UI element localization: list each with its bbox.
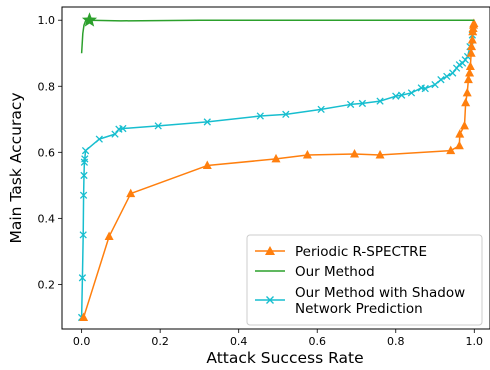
data-point — [461, 97, 471, 107]
legend-label-periodic-rspectre: Periodic R-SPECTRE — [295, 244, 427, 260]
data-point — [392, 92, 400, 100]
data-point — [346, 100, 355, 109]
data-point — [350, 148, 360, 158]
data-point — [376, 97, 384, 105]
legend-label-our-method: Our Method — [295, 264, 375, 280]
legend-entry-our-method: Our Method — [255, 264, 375, 280]
data-point — [126, 188, 136, 198]
data-point — [154, 122, 162, 130]
data-point — [358, 99, 367, 108]
data-point — [467, 41, 477, 51]
y-tick-label: 0.6 — [38, 146, 56, 159]
legend-triangle-marker — [265, 246, 275, 255]
data-point — [256, 112, 264, 120]
x-tick-label: 1.0 — [466, 335, 484, 348]
data-point — [463, 74, 473, 84]
axes-frame — [61, 6, 490, 330]
legend-entry-periodic-rspectre: Periodic R-SPECTRE — [255, 244, 427, 260]
series-our-method-with-shadow-network-prediction — [77, 31, 476, 322]
data-point — [202, 160, 212, 170]
data-point — [469, 18, 479, 28]
x-tick-label: 0.8 — [387, 335, 405, 348]
legend-frame — [246, 234, 483, 326]
series-our-method — [80, 12, 475, 54]
data-point — [375, 149, 385, 159]
x-tick-label: 0.6 — [308, 335, 326, 348]
data-point — [437, 75, 445, 84]
data-point — [431, 80, 439, 89]
data-point — [81, 147, 90, 155]
y-tick-label: 0.4 — [38, 212, 56, 225]
data-point — [79, 191, 88, 199]
data-point — [104, 231, 114, 241]
data-point — [79, 312, 89, 321]
data-point — [203, 118, 211, 126]
data-point — [466, 48, 476, 57]
plot-area — [77, 12, 479, 322]
data-point — [79, 231, 87, 239]
legend-label-shadow-line1: Our Method with Shadow — [295, 285, 465, 301]
x-tick-label: 0.4 — [230, 335, 248, 348]
data-point — [80, 171, 88, 180]
data-point — [461, 56, 469, 64]
data-point — [119, 124, 127, 133]
data-point — [459, 120, 469, 130]
data-point — [78, 274, 87, 282]
y-tick-label: 1.0 — [38, 14, 56, 27]
data-point — [271, 153, 281, 163]
data-point — [465, 61, 475, 70]
y-axis-label: Main Task Accuracy — [7, 92, 25, 243]
data-point — [446, 145, 456, 155]
series-periodic-r-spectre — [79, 18, 479, 321]
x-axis-label: Attack Success Rate — [206, 349, 363, 367]
data-point — [397, 91, 406, 99]
data-point — [302, 149, 312, 159]
y-tick-label: 0.8 — [38, 80, 56, 93]
data-point — [454, 140, 464, 150]
data-point — [467, 35, 477, 44]
data-point — [465, 68, 475, 77]
x-tick-label: 0.0 — [73, 335, 91, 348]
data-point — [449, 69, 457, 77]
legend-entry-shadow-network: Our Method with Shadow Network Predictio… — [255, 285, 465, 317]
data-point — [421, 84, 429, 93]
data-point — [407, 89, 416, 97]
legend: Periodic R-SPECTRE Our Method Our Method… — [246, 234, 483, 326]
data-point — [282, 110, 290, 118]
data-point — [81, 12, 98, 27]
legend-label-shadow-line2: Network Prediction — [295, 301, 423, 317]
data-point — [317, 105, 325, 114]
data-point — [95, 135, 103, 143]
data-point — [443, 72, 451, 81]
data-point — [462, 87, 472, 97]
x-tick-label: 0.2 — [151, 335, 169, 348]
legend-x-marker — [266, 296, 274, 304]
data-point — [81, 155, 89, 163]
data-point — [111, 130, 119, 138]
y-tick-label: 0.2 — [38, 278, 56, 291]
series-line-our-method — [80, 19, 475, 54]
data-point — [455, 129, 465, 138]
